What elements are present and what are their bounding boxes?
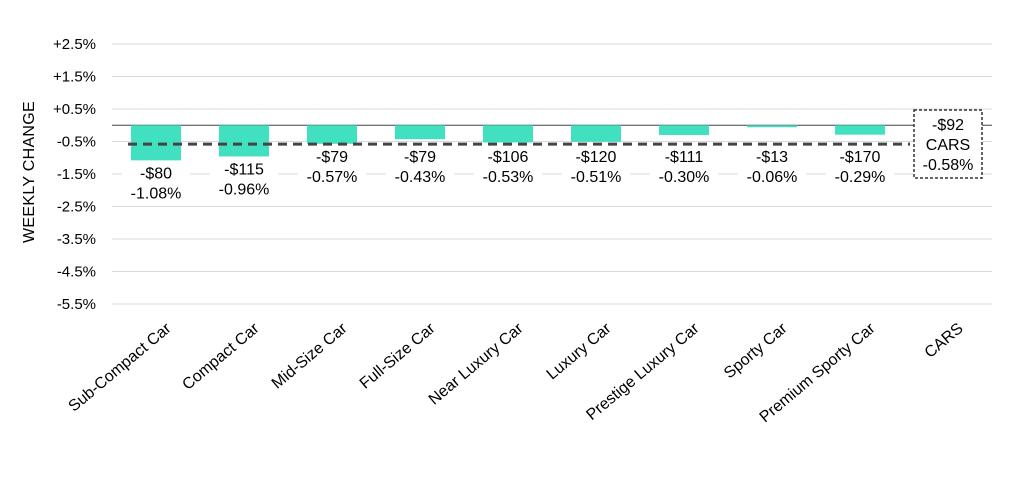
percent-label: -0.53% — [483, 169, 534, 186]
y-tick-label: +1.5% — [53, 69, 96, 86]
dollar-label: -$111 — [665, 149, 704, 166]
y-tick-label: -1.5% — [57, 166, 96, 183]
percent-label: -0.06% — [747, 169, 798, 186]
category-label: Near Luxury Car — [426, 320, 527, 409]
category-label: Compact Car — [179, 320, 263, 394]
total-dollar-label: -$92 — [932, 117, 964, 134]
y-tick-label: +0.5% — [53, 101, 96, 118]
percent-label: -0.57% — [307, 169, 358, 186]
y-axis-label: WEEKLY CHANGE — [21, 101, 38, 243]
data-label-bg — [650, 147, 718, 188]
percent-label: -0.43% — [395, 169, 446, 186]
dollar-label: -$80 — [140, 165, 172, 182]
data-label-bg — [122, 163, 190, 204]
bar — [747, 125, 797, 128]
y-tick-label: -4.5% — [57, 264, 96, 281]
data-labels: -$80 -1.08% -$115 -0.96% -$79 -0.57% -$79 -0.43… — [122, 147, 894, 204]
bar — [395, 125, 445, 140]
dollar-label: -$170 — [840, 149, 881, 166]
bar — [835, 125, 885, 135]
bar — [307, 125, 357, 144]
category-label: Sporty Car — [721, 320, 791, 383]
category-label: Full-Size Car — [357, 320, 439, 393]
category-label: Mid-Size Car — [269, 320, 351, 393]
data-label-bg — [826, 147, 894, 188]
y-tick-label: -0.5% — [57, 134, 96, 151]
bars — [131, 125, 885, 161]
percent-label: -0.29% — [835, 169, 886, 186]
dollar-label: -$79 — [316, 149, 348, 166]
category-label: Luxury Car — [544, 320, 615, 384]
total-name-label: CARS — [926, 137, 970, 154]
bar — [219, 125, 269, 157]
y-tick-label: +2.5% — [53, 36, 96, 53]
category-label: Sub-Compact Car — [66, 320, 176, 416]
y-tick-label: -5.5% — [57, 296, 96, 313]
data-label-bg — [210, 159, 278, 200]
bar — [659, 125, 709, 135]
total-percent-label: -0.58% — [923, 157, 974, 174]
y-tick-label: -2.5% — [57, 199, 96, 216]
category-labels: Sub-Compact Car Compact Car Mid-Size Car Fu… — [66, 320, 967, 427]
percent-label: -0.51% — [571, 169, 622, 186]
category-label: CARS — [922, 320, 967, 362]
data-label-bg — [386, 147, 454, 188]
bar — [483, 125, 533, 143]
bar — [131, 125, 181, 161]
bar — [571, 125, 621, 142]
dollar-label: -$120 — [576, 149, 617, 166]
y-tick-label: -3.5% — [57, 231, 96, 248]
cars-total-box: -$92 CARS -0.58% — [913, 109, 983, 179]
total-box-border — [913, 109, 983, 179]
data-label-bg — [298, 147, 366, 188]
percent-label: -0.30% — [659, 169, 710, 186]
percent-label: -1.08% — [131, 185, 182, 202]
dollar-label: -$115 — [224, 161, 264, 178]
percent-label: -0.96% — [219, 181, 270, 198]
dollar-label: -$106 — [488, 149, 529, 166]
data-label-bg — [562, 147, 630, 188]
data-label-bg — [474, 147, 542, 188]
dollar-label: -$13 — [756, 149, 788, 166]
data-label-bg — [738, 147, 806, 188]
dollar-label: -$79 — [404, 149, 436, 166]
y-tick-labels: +2.5% +1.5% +0.5% -0.5% -1.5% -2.5% -3.5% -4.5%… — [53, 36, 96, 313]
